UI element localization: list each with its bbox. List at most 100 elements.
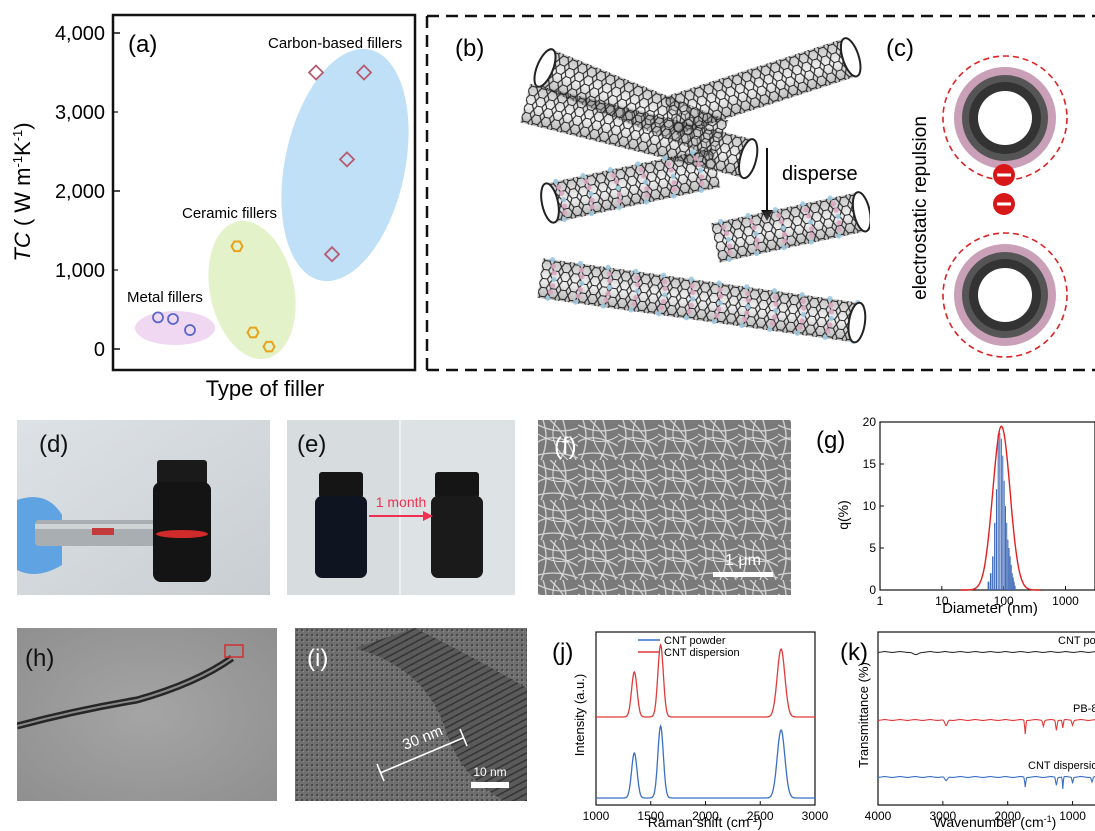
panel-i-label: (i): [307, 645, 328, 672]
polymer-bead: [714, 312, 720, 319]
polymer-bead: [745, 290, 751, 297]
polymer-bead: [754, 237, 760, 243]
g-ytick-0: 0: [869, 583, 876, 597]
polymer-bead: [644, 192, 650, 198]
polymer-bead: [562, 210, 568, 216]
polymer-bead: [551, 276, 557, 283]
ytick-1000: 1,000: [55, 260, 105, 282]
g-xtick-100: 100: [994, 594, 1014, 608]
polymer-bead: [721, 224, 727, 230]
polymer-bead: [726, 243, 733, 249]
polymer-bead: [718, 218, 724, 224]
polymer-bead: [662, 285, 668, 292]
polymer-bead: [748, 218, 754, 225]
polymer-bead: [754, 250, 760, 257]
panel-d-label: (d): [39, 431, 68, 458]
polymer-bead: [780, 225, 786, 231]
histogram-bar-4: [994, 522, 996, 590]
polymer-bead: [693, 155, 699, 161]
j-xtick-1500: 1500: [637, 809, 664, 823]
ceramic-fillers-region: [208, 220, 296, 360]
panel-g-ylabel: q(%): [835, 500, 851, 530]
polymer-bead: [794, 330, 800, 336]
k-xtick-3000: 3000: [930, 809, 957, 823]
histogram-bar-1: [987, 581, 990, 590]
polymer-bead: [772, 207, 778, 213]
panel-b-illustration: (b) disperse: [455, 35, 870, 344]
g-ytick-10: 10: [863, 499, 877, 513]
polymer-bead: [579, 274, 585, 280]
polymer-bead: [717, 287, 723, 293]
panel-a-chart: 4,000 3,000 2,000 1,000 0 TC ( W m-1K-1)…: [10, 13, 417, 400]
histogram-bar-16: [1010, 564, 1012, 590]
polymer-bead: [799, 292, 805, 298]
polymer-bead: [716, 280, 722, 286]
one-month-label: 1 month: [376, 494, 427, 510]
panel-a-ylabel: TC ( W m-1K-1): [10, 122, 35, 261]
panel-h-tem-image: (h): [17, 628, 277, 801]
polymer-bead: [797, 324, 803, 330]
polymer-bead: [560, 197, 567, 203]
label-carbon-fillers: Carbon-based fillers: [268, 35, 402, 52]
g-ytick-20: 20: [863, 415, 877, 429]
polymer-bead: [698, 174, 705, 180]
polymer-bead: [547, 289, 554, 295]
vial-after-cap: [435, 472, 479, 498]
polymer-bead: [808, 219, 814, 225]
polymer-bead: [778, 219, 784, 225]
histogram-bar-5: [995, 489, 998, 590]
polymer-bead: [726, 256, 732, 262]
panel-j-ylabel: Intensity (a.u.): [572, 674, 587, 756]
ytick-3000: 3,000: [55, 102, 105, 124]
polymer-bead: [556, 184, 562, 190]
lognormal-fit-curve: [960, 425, 1041, 591]
polymer-bead: [754, 244, 760, 250]
j-xtick-2000: 2000: [692, 809, 719, 823]
histogram-bar-15: [1009, 556, 1011, 590]
polymer-bead: [607, 167, 613, 173]
histogram-bar-6: [997, 434, 999, 590]
polymer-bead: [689, 283, 695, 289]
polymer-bead: [671, 186, 677, 192]
vial-before: [315, 496, 367, 578]
polymer-bead: [662, 155, 668, 161]
polymer-bead: [803, 207, 809, 213]
histogram-bar-8: [1000, 438, 1002, 590]
polymer-bead: [660, 272, 667, 278]
polymer-bead: [836, 220, 842, 226]
label-ceramic-fillers: Ceramic fillers: [182, 205, 277, 222]
polymer-bead: [616, 205, 622, 211]
polymer-bead: [745, 297, 751, 303]
polymer-bead: [833, 207, 839, 213]
polymer-bead: [771, 288, 778, 294]
ftir-curve-2: [877, 719, 1095, 735]
polymer-bead: [606, 271, 612, 277]
polymer-bead: [683, 315, 690, 321]
raman-curve-cnt-powder: [596, 724, 815, 799]
panel-j-label: (j): [552, 639, 573, 666]
polymer-bead: [643, 179, 649, 185]
negative-charge-icon: [993, 164, 1015, 215]
dispersed-nanotubes: [537, 148, 870, 344]
g-ytick-15: 15: [863, 457, 877, 471]
polymer-bead: [583, 178, 589, 185]
polymer-bead: [551, 270, 557, 276]
polymer-bead: [545, 295, 551, 301]
histogram-bar-17: [1011, 573, 1013, 590]
polymer-bead: [828, 302, 834, 308]
polymer-bead: [725, 237, 732, 243]
panel-h-label: (h): [25, 645, 54, 672]
polymer-bead: [767, 326, 773, 333]
polymer-bead: [689, 149, 696, 155]
panel-e-photo: 1 month (e): [287, 420, 515, 595]
polymer-bead: [809, 225, 815, 232]
scatter-point-carbon-based-fillers-3: [338, 151, 356, 168]
polymer-bead: [634, 288, 640, 294]
polymer-bead: [830, 201, 837, 207]
measure-30nm-line: [379, 737, 464, 774]
j-xtick-3000: 3000: [802, 809, 829, 823]
histogram-bar-7: [999, 432, 1001, 590]
ftir-curve-1: [877, 651, 1095, 656]
polymer-bead: [606, 284, 612, 290]
disperse-label: disperse: [782, 163, 858, 185]
